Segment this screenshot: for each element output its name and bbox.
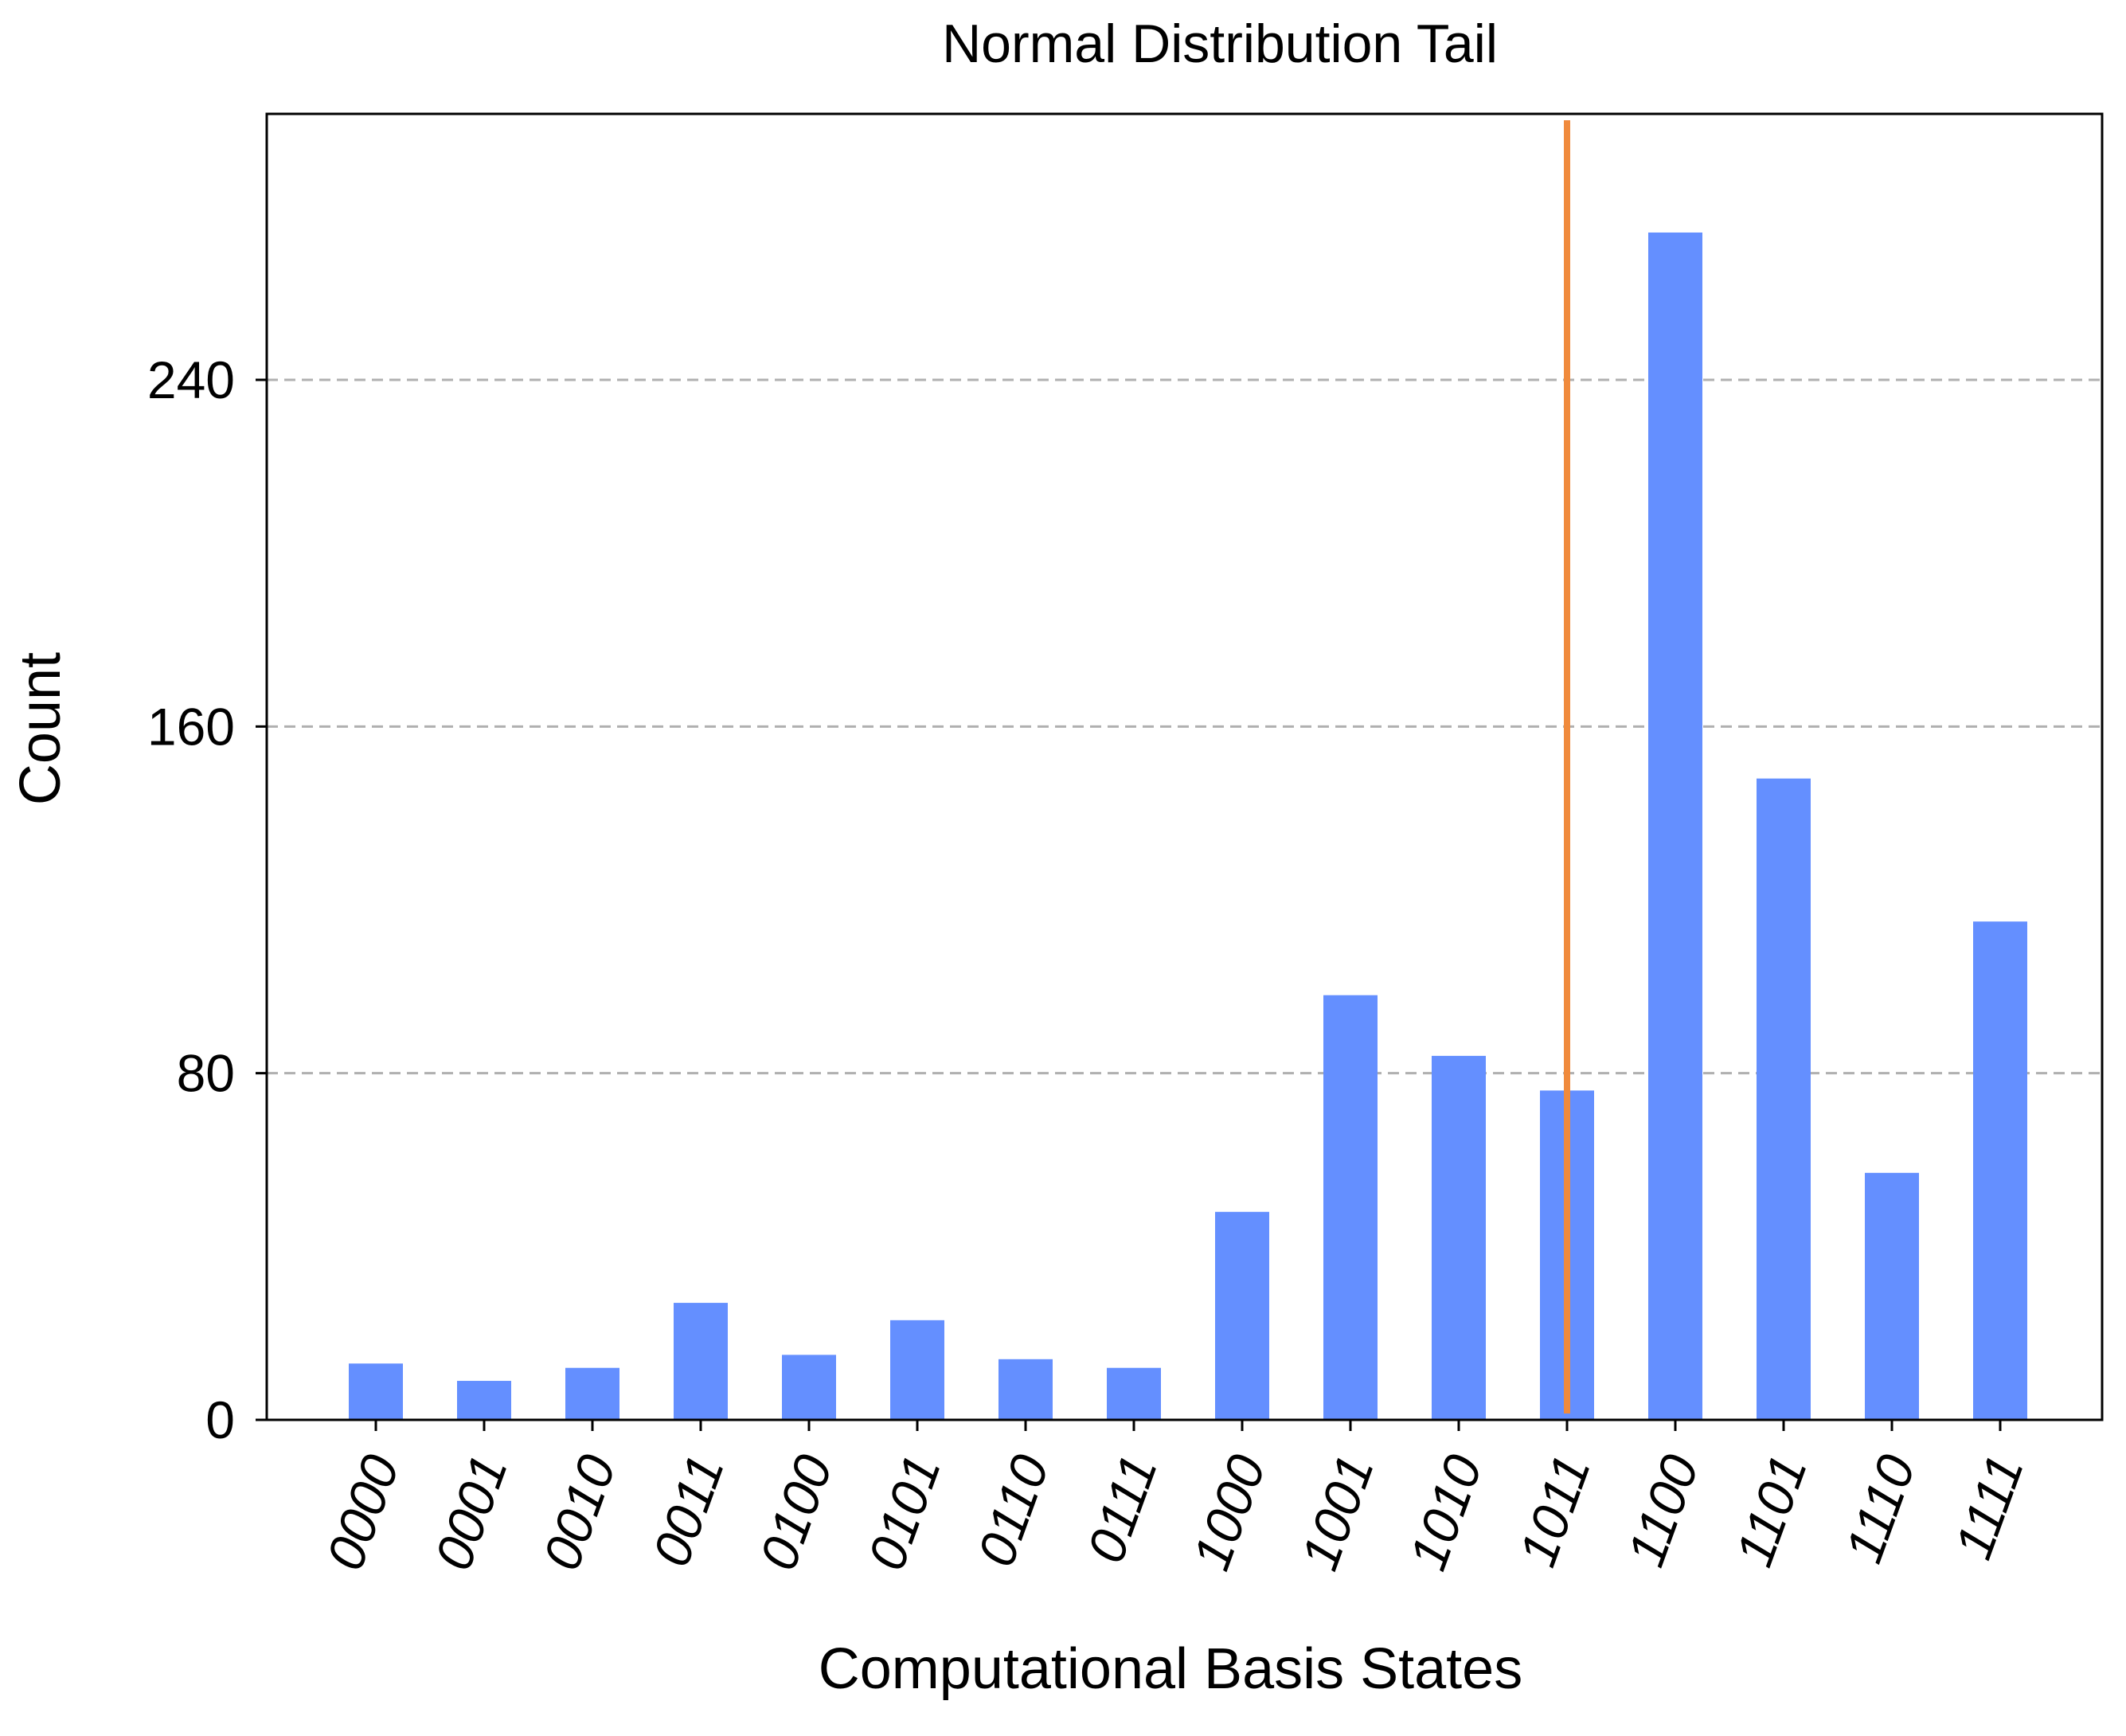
plot-area-frame: [265, 112, 2104, 1421]
bar-0011: [674, 1303, 728, 1420]
x-tick-label: 1001: [1289, 1447, 1385, 1577]
bar-1000: [1215, 1211, 1269, 1420]
bar-0001: [457, 1381, 511, 1420]
bar-0101: [890, 1320, 944, 1420]
grid-lines: [267, 378, 2102, 1075]
x-tick-label: 1100: [1616, 1447, 1710, 1574]
x-tick-label: 0100: [748, 1447, 843, 1578]
y-axis-label: Count: [9, 652, 72, 805]
y-tick-label: 0: [205, 1390, 235, 1449]
bar-1110: [1865, 1172, 1919, 1420]
x-tick-label: 1111: [1943, 1447, 2034, 1566]
x-tick-label: 0110: [966, 1447, 1060, 1574]
x-tick-label: 0001: [423, 1447, 518, 1577]
chart-title: Normal Distribution Tail: [942, 14, 1498, 74]
bar-0000: [349, 1363, 403, 1420]
bar-0100: [782, 1355, 836, 1420]
x-tick-label: 1110: [1834, 1447, 1927, 1570]
bar-1001: [1323, 995, 1378, 1420]
bar-0111: [1107, 1367, 1161, 1420]
bar-1101: [1757, 778, 1811, 1420]
x-tick-label: 0010: [531, 1447, 627, 1578]
x-tick-label: 0011: [641, 1447, 735, 1574]
x-tick-label: 1000: [1181, 1447, 1276, 1578]
x-tick-label: 0101: [856, 1447, 952, 1577]
x-tick-label: 0000: [315, 1447, 410, 1578]
x-tick-label: 0111: [1076, 1447, 1168, 1570]
bar-0010: [565, 1367, 619, 1420]
x-tick-label: 1101: [1724, 1447, 1818, 1574]
bars: [349, 232, 2027, 1420]
bar-1100: [1648, 232, 1702, 1420]
y-tick-label: 240: [147, 350, 235, 409]
bar-0110: [999, 1359, 1053, 1420]
x-axis-label: Computational Basis States: [819, 1637, 1522, 1701]
x-tick-label: 1011: [1507, 1447, 1601, 1574]
x-axis-ticks: 0000 0001 0010 0011 0100 0101 0110 0111 1000 1001…: [315, 1420, 2034, 1578]
bar-1111: [1973, 921, 2027, 1420]
y-tick-label: 160: [147, 697, 235, 756]
x-tick-label: 1010: [1397, 1447, 1493, 1578]
bar-1010: [1432, 1055, 1486, 1420]
y-tick-label: 80: [177, 1044, 235, 1103]
y-axis-ticks: 0 80 160 240: [147, 350, 267, 1449]
